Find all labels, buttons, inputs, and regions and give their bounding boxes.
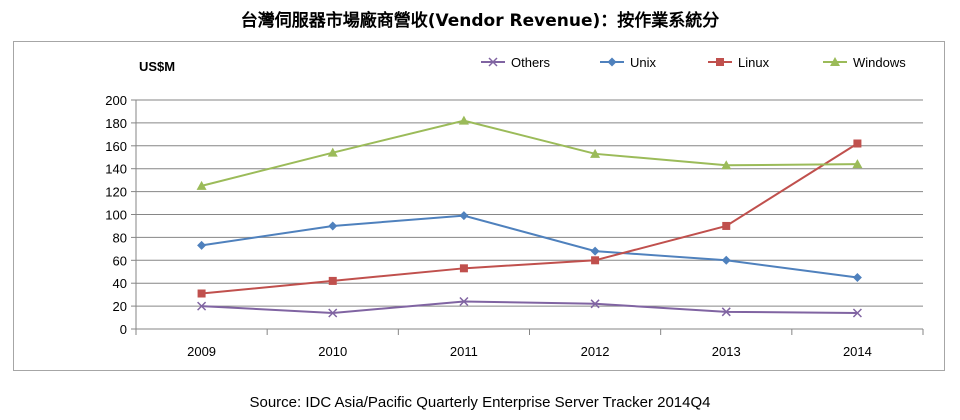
series-linux <box>197 139 862 298</box>
data-point-linux <box>853 139 862 148</box>
y-tick-label: 0 <box>120 322 127 337</box>
legend-item-others: Others <box>481 55 551 70</box>
legend-swatch-marker <box>607 57 617 67</box>
y-tick-label: 180 <box>105 116 127 131</box>
series-unix <box>197 211 862 282</box>
data-point-windows <box>852 159 863 169</box>
x-tick-label: 2009 <box>187 344 216 359</box>
legend-swatch-marker <box>716 58 724 66</box>
legend: Others Unix Linux Windows <box>481 55 906 70</box>
y-tick-label: 120 <box>105 185 127 200</box>
x-tick-label: 2010 <box>318 344 347 359</box>
legend-label: Unix <box>630 55 657 70</box>
series-line-linux <box>201 142 858 295</box>
source-note: Source: IDC Asia/Pacific Quarterly Enter… <box>249 394 711 411</box>
y-axis-ticks: 0 20 40 60 80 100 120 140 160 180 200 <box>105 93 136 337</box>
y-tick-label: 60 <box>113 253 127 268</box>
data-point-windows <box>458 115 469 125</box>
x-tick-label: 2014 <box>843 344 872 359</box>
y-tick-label: 100 <box>105 208 127 223</box>
data-point-linux <box>722 221 731 230</box>
data-point-windows <box>196 180 207 190</box>
x-axis-ticks: 2009 2010 2011 2012 2013 2014 <box>135 329 924 359</box>
data-point-unix <box>328 221 338 231</box>
data-point-windows <box>590 148 601 158</box>
data-point-linux <box>197 289 206 298</box>
series-line-others <box>201 300 858 314</box>
legend-label: Others <box>511 55 551 70</box>
data-point-others <box>852 308 862 318</box>
series-line-unix <box>201 214 858 279</box>
data-point-unix <box>590 246 600 256</box>
x-tick-label: 2011 <box>450 344 478 359</box>
data-point-linux <box>591 256 600 265</box>
chart-frame <box>13 41 945 371</box>
legend-item-unix: Unix <box>600 55 657 70</box>
data-point-unix <box>197 240 207 250</box>
legend-label: Windows <box>853 55 906 70</box>
x-tick-label: 2013 <box>712 344 741 359</box>
data-point-linux <box>459 264 468 273</box>
data-point-windows <box>721 160 732 170</box>
gridlines <box>135 99 923 330</box>
y-tick-label: 80 <box>113 230 127 245</box>
legend-item-windows: Windows <box>823 55 906 70</box>
data-point-linux <box>328 276 337 285</box>
data-point-windows <box>327 147 338 157</box>
series-windows <box>196 115 863 190</box>
y-tick-label: 160 <box>105 139 127 154</box>
data-point-others <box>197 301 207 311</box>
y-tick-label: 40 <box>113 276 127 291</box>
legend-swatch-marker <box>830 57 840 66</box>
y-tick-label: 20 <box>113 299 127 314</box>
series-others <box>197 296 862 318</box>
y-axis-unit-label: US$M <box>139 59 175 74</box>
series-line-windows <box>201 119 858 187</box>
data-point-unix <box>721 255 731 265</box>
data-point-unix <box>459 211 469 221</box>
legend-swatch-marker <box>488 57 498 67</box>
data-point-others <box>721 307 731 317</box>
legend-label: Linux <box>738 55 770 70</box>
y-tick-label: 140 <box>105 162 127 177</box>
legend-item-linux: Linux <box>708 55 770 70</box>
series-group <box>196 115 863 318</box>
x-tick-label: 2012 <box>581 344 610 359</box>
chart-title: 台灣伺服器市場廠商營收(Vendor Revenue)：按作業系統分 <box>240 11 720 31</box>
data-point-others <box>328 308 338 318</box>
data-point-unix <box>852 272 862 282</box>
data-point-others <box>459 296 469 307</box>
y-tick-label: 200 <box>105 93 127 108</box>
data-point-others <box>590 299 600 309</box>
